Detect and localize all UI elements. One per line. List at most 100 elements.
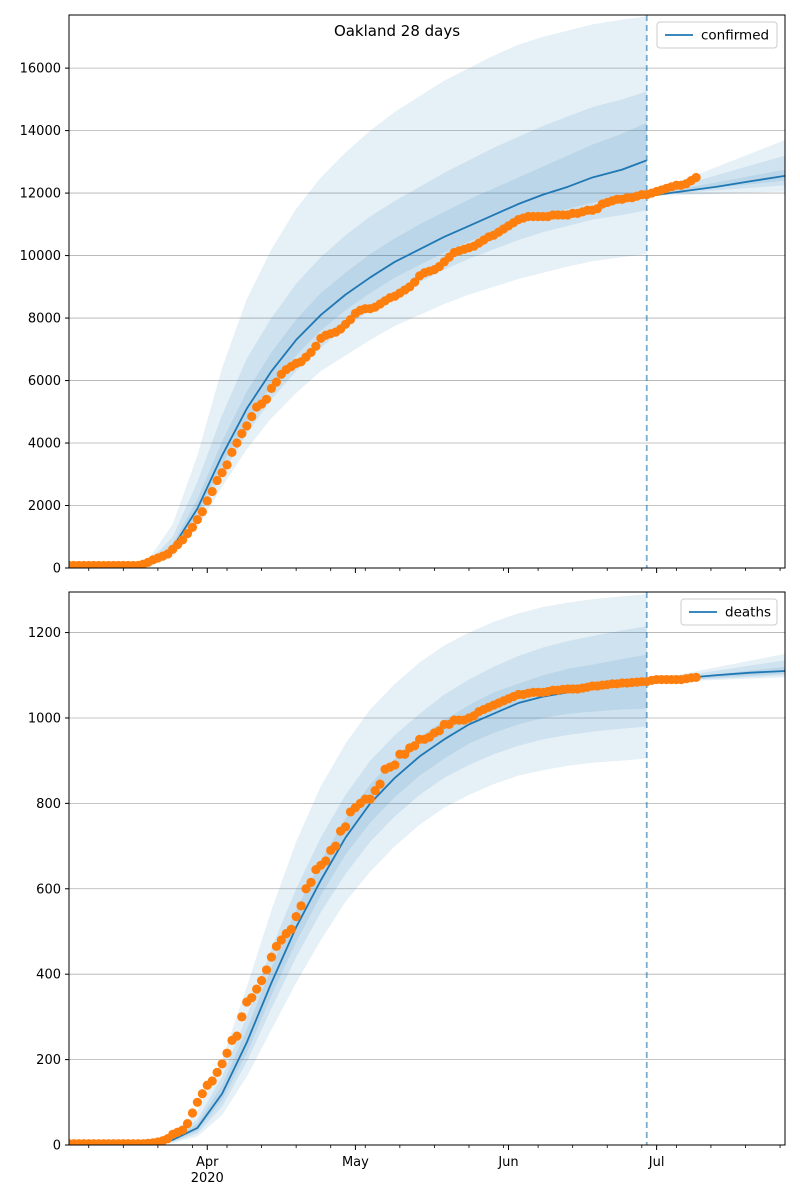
uncertainty-band-1 (69, 16, 647, 568)
x-tick-label: Jun (497, 1155, 518, 1170)
observed-point (410, 277, 420, 287)
observed-point (345, 315, 356, 325)
observed-point (197, 1089, 207, 1099)
observed-point (400, 749, 410, 759)
observed-point (187, 522, 198, 532)
y-tick-label: 16000 (20, 62, 61, 77)
observed-point (207, 1076, 217, 1086)
y-tick-label: 0 (53, 1139, 61, 1154)
observed-point (301, 884, 311, 894)
observed-point (207, 486, 217, 497)
observed-point (261, 965, 272, 975)
observed-point (182, 529, 193, 539)
observed-point (306, 347, 316, 358)
observed-point (222, 1048, 232, 1058)
y-tick-label: 1000 (28, 711, 61, 726)
y-tick-label: 12000 (20, 187, 61, 202)
y-tick-label: 400 (36, 968, 61, 983)
y-tick-label: 4000 (28, 437, 61, 452)
observed-point (691, 172, 701, 183)
uncertainty-band-1 (69, 594, 647, 1145)
model-median-line (69, 680, 647, 1145)
observed-point (321, 856, 331, 866)
observed-point (227, 447, 237, 458)
observed-point (232, 1031, 242, 1041)
observed-point (247, 411, 257, 422)
observed-point (276, 935, 286, 945)
confirmed-chart-panel: 0 2000 4000 6000 8000 10000 12000 14000 16000 con… (20, 14, 786, 577)
uncertainty-band-3 (69, 654, 647, 1145)
x-tick-label: May (342, 1155, 369, 1170)
plot-area (69, 592, 785, 1145)
observed-point (691, 672, 701, 683)
y-tick-label: 600 (36, 882, 61, 897)
y-tick-label: 0 (53, 562, 61, 577)
y-tick-label: 8000 (28, 312, 61, 327)
forecast-median-line (646, 175, 785, 198)
observed-point (202, 496, 212, 506)
observed-point (331, 841, 341, 851)
axes-frame (68, 14, 786, 569)
legend-box (680, 598, 778, 626)
observed-point (247, 993, 257, 1003)
observed-point (192, 1097, 202, 1107)
observed-point (434, 726, 444, 736)
observed-point (212, 475, 222, 486)
y-tick-label: 6000 (28, 374, 61, 389)
observed-point (237, 429, 247, 439)
observed-point (232, 438, 242, 448)
y-tick-label: 200 (36, 1053, 61, 1068)
observed-point (237, 1012, 247, 1022)
observed-point (252, 984, 262, 994)
y-tick-label: 1200 (28, 626, 61, 641)
y-tick-label: 14000 (20, 124, 61, 139)
observed-point (271, 941, 281, 952)
observed-point (256, 975, 267, 986)
observed-point (370, 785, 380, 796)
figure-title: Oakland 28 days (334, 22, 460, 40)
observed-point (192, 514, 202, 525)
observed-point (266, 952, 277, 962)
model-median-line (69, 159, 648, 568)
uncertainty-band-3 (69, 122, 647, 568)
observed-point (306, 877, 316, 887)
observed-point (340, 822, 351, 832)
observed-point (266, 383, 277, 393)
observed-point (271, 377, 281, 387)
x-tick-label: Jul (648, 1155, 665, 1170)
x-tick-year-label: 2020 (191, 1171, 224, 1186)
observed-point (177, 1125, 188, 1135)
observed-point (217, 468, 227, 478)
plot-area (69, 15, 785, 568)
observed-point (291, 911, 301, 922)
observed-point (222, 460, 232, 470)
axes-frame (68, 591, 786, 1146)
observed-point (242, 421, 252, 431)
y-tick-label: 10000 (20, 249, 61, 264)
observed-point (212, 1067, 222, 1078)
y-tick-label: 2000 (28, 499, 61, 514)
observed-point (296, 901, 306, 911)
observed-point (217, 1059, 227, 1069)
observed-point (197, 507, 207, 517)
observed-point (177, 535, 188, 545)
observed-point (365, 794, 375, 804)
legend-label: confirmed (701, 28, 769, 44)
legend-box (656, 21, 778, 49)
y-tick-label: 800 (36, 797, 61, 812)
observed-point (182, 1119, 193, 1129)
observed-point (390, 760, 400, 770)
observed-point (311, 341, 321, 351)
legend: deaths (680, 598, 778, 626)
legend: confirmed (656, 21, 778, 49)
observed-point (410, 741, 420, 751)
observed-point (187, 1108, 198, 1118)
observed-point (261, 394, 272, 404)
uncertainty-band-2 (69, 626, 647, 1145)
observed-point (286, 924, 296, 934)
legend-label: deaths (725, 605, 771, 621)
x-tick-label: Apr (196, 1155, 219, 1170)
